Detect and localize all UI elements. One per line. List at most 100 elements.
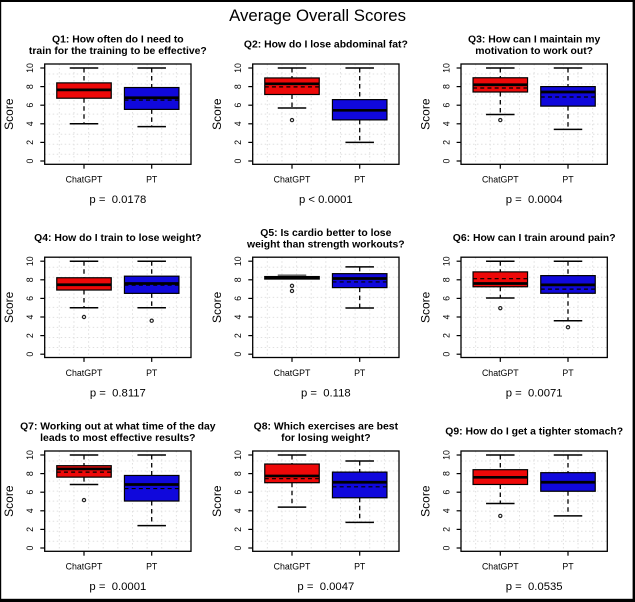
svg-text:0: 0 xyxy=(442,545,452,550)
svg-text:4: 4 xyxy=(233,121,243,126)
svg-text:ChatGPT: ChatGPT xyxy=(274,562,311,572)
svg-text:Q4: How do I train to lose wei: Q4: How do I train to lose weight? xyxy=(34,233,201,244)
svg-text:Score: Score xyxy=(210,98,224,130)
svg-text:8: 8 xyxy=(25,471,35,476)
svg-text:6: 6 xyxy=(25,103,35,108)
svg-text:2: 2 xyxy=(442,333,452,338)
svg-text:PT: PT xyxy=(146,562,158,572)
svg-text:ChatGPT: ChatGPT xyxy=(482,368,519,378)
svg-text:0: 0 xyxy=(233,158,243,163)
svg-text:train for the training to be e: train for the training to be effective? xyxy=(29,46,207,57)
svg-text:p = 0.0001: p = 0.0001 xyxy=(89,581,146,593)
svg-text:10: 10 xyxy=(233,63,243,73)
svg-text:6: 6 xyxy=(233,490,243,495)
svg-text:p = 0.8117: p = 0.8117 xyxy=(90,387,146,399)
svg-text:0: 0 xyxy=(233,352,243,357)
svg-text:PT: PT xyxy=(562,562,574,572)
svg-text:4: 4 xyxy=(442,121,452,126)
svg-text:Score: Score xyxy=(418,291,432,323)
svg-text:2: 2 xyxy=(25,527,35,532)
svg-text:8: 8 xyxy=(442,84,452,89)
svg-text:10: 10 xyxy=(442,450,452,460)
svg-text:PT: PT xyxy=(562,175,574,185)
svg-text:for losing weight?: for losing weight? xyxy=(281,433,370,444)
svg-text:2: 2 xyxy=(25,140,35,145)
svg-text:2: 2 xyxy=(233,140,243,145)
svg-text:ChatGPT: ChatGPT xyxy=(482,562,519,572)
svg-text:0: 0 xyxy=(233,545,243,550)
svg-text:Q8: Which exercises are best: Q8: Which exercises are best xyxy=(254,422,399,433)
svg-text:PT: PT xyxy=(146,175,158,185)
svg-text:4: 4 xyxy=(233,314,243,319)
svg-text:6: 6 xyxy=(442,103,452,108)
svg-text:8: 8 xyxy=(25,277,35,282)
svg-text:p = 0.0071: p = 0.0071 xyxy=(506,387,563,399)
svg-text:motivation to work out?: motivation to work out? xyxy=(475,46,593,57)
svg-text:2: 2 xyxy=(25,333,35,338)
svg-text:2: 2 xyxy=(233,333,243,338)
svg-text:ChatGPT: ChatGPT xyxy=(66,368,103,378)
svg-text:ChatGPT: ChatGPT xyxy=(66,562,103,572)
svg-text:0: 0 xyxy=(442,158,452,163)
svg-text:PT: PT xyxy=(354,368,366,378)
svg-text:ChatGPT: ChatGPT xyxy=(274,175,311,185)
svg-text:6: 6 xyxy=(233,296,243,301)
svg-text:8: 8 xyxy=(442,277,452,282)
svg-text:Score: Score xyxy=(418,485,432,517)
svg-text:ChatGPT: ChatGPT xyxy=(66,175,103,185)
svg-text:6: 6 xyxy=(442,490,452,495)
svg-text:8: 8 xyxy=(25,84,35,89)
svg-text:10: 10 xyxy=(233,450,243,460)
svg-text:p = 0.118: p = 0.118 xyxy=(301,387,351,399)
svg-text:0: 0 xyxy=(25,352,35,357)
svg-text:Q7: Working out at what time o: Q7: Working out at what time of the day xyxy=(20,422,216,433)
svg-text:Q5: Is cardio better to lose: Q5: Is cardio better to lose xyxy=(260,228,391,239)
svg-text:Q9: How do I get a tighter sto: Q9: How do I get a tighter stomach? xyxy=(445,427,623,438)
svg-text:4: 4 xyxy=(233,508,243,513)
svg-text:4: 4 xyxy=(25,121,35,126)
svg-text:Score: Score xyxy=(210,485,224,517)
svg-text:0: 0 xyxy=(442,352,452,357)
svg-text:Q3: How can I maintain my: Q3: How can I maintain my xyxy=(468,35,600,46)
svg-text:6: 6 xyxy=(442,296,452,301)
svg-text:10: 10 xyxy=(25,63,35,73)
svg-text:8: 8 xyxy=(442,471,452,476)
svg-text:Average Overall Scores: Average Overall Scores xyxy=(229,6,406,25)
svg-text:Score: Score xyxy=(2,291,16,323)
svg-text:2: 2 xyxy=(442,527,452,532)
svg-text:weight than strength workouts?: weight than strength workouts? xyxy=(246,239,405,250)
svg-text:leads to most effective result: leads to most effective results? xyxy=(40,433,195,444)
svg-text:0: 0 xyxy=(25,545,35,550)
svg-text:8: 8 xyxy=(233,84,243,89)
svg-text:Score: Score xyxy=(2,485,16,517)
svg-text:10: 10 xyxy=(25,450,35,460)
svg-text:p = 0.0535: p = 0.0535 xyxy=(506,581,563,593)
svg-text:8: 8 xyxy=(233,471,243,476)
svg-text:0: 0 xyxy=(25,158,35,163)
svg-text:Score: Score xyxy=(418,98,432,130)
svg-text:PT: PT xyxy=(146,368,158,378)
svg-text:ChatGPT: ChatGPT xyxy=(482,175,519,185)
svg-text:ChatGPT: ChatGPT xyxy=(274,368,311,378)
svg-text:PT: PT xyxy=(562,368,574,378)
svg-text:4: 4 xyxy=(25,508,35,513)
svg-text:2: 2 xyxy=(442,140,452,145)
svg-text:4: 4 xyxy=(442,508,452,513)
svg-text:2: 2 xyxy=(233,527,243,532)
svg-text:p = 0.0004: p = 0.0004 xyxy=(506,194,563,206)
svg-text:p < 0.0001: p < 0.0001 xyxy=(299,194,353,206)
svg-text:p = 0.0047: p = 0.0047 xyxy=(297,581,354,593)
svg-text:Score: Score xyxy=(210,291,224,323)
svg-text:4: 4 xyxy=(442,314,452,319)
svg-text:8: 8 xyxy=(233,277,243,282)
svg-text:PT: PT xyxy=(354,562,366,572)
svg-text:Q1: How often do I need to: Q1: How often do I need to xyxy=(52,35,184,46)
svg-text:Q6: How can I train around pai: Q6: How can I train around pain? xyxy=(453,233,616,244)
svg-text:Score: Score xyxy=(2,98,16,130)
svg-text:6: 6 xyxy=(233,103,243,108)
svg-text:p = 0.0178: p = 0.0178 xyxy=(89,194,146,206)
svg-text:10: 10 xyxy=(25,256,35,266)
svg-text:10: 10 xyxy=(233,256,243,266)
svg-text:4: 4 xyxy=(25,314,35,319)
svg-text:6: 6 xyxy=(25,296,35,301)
